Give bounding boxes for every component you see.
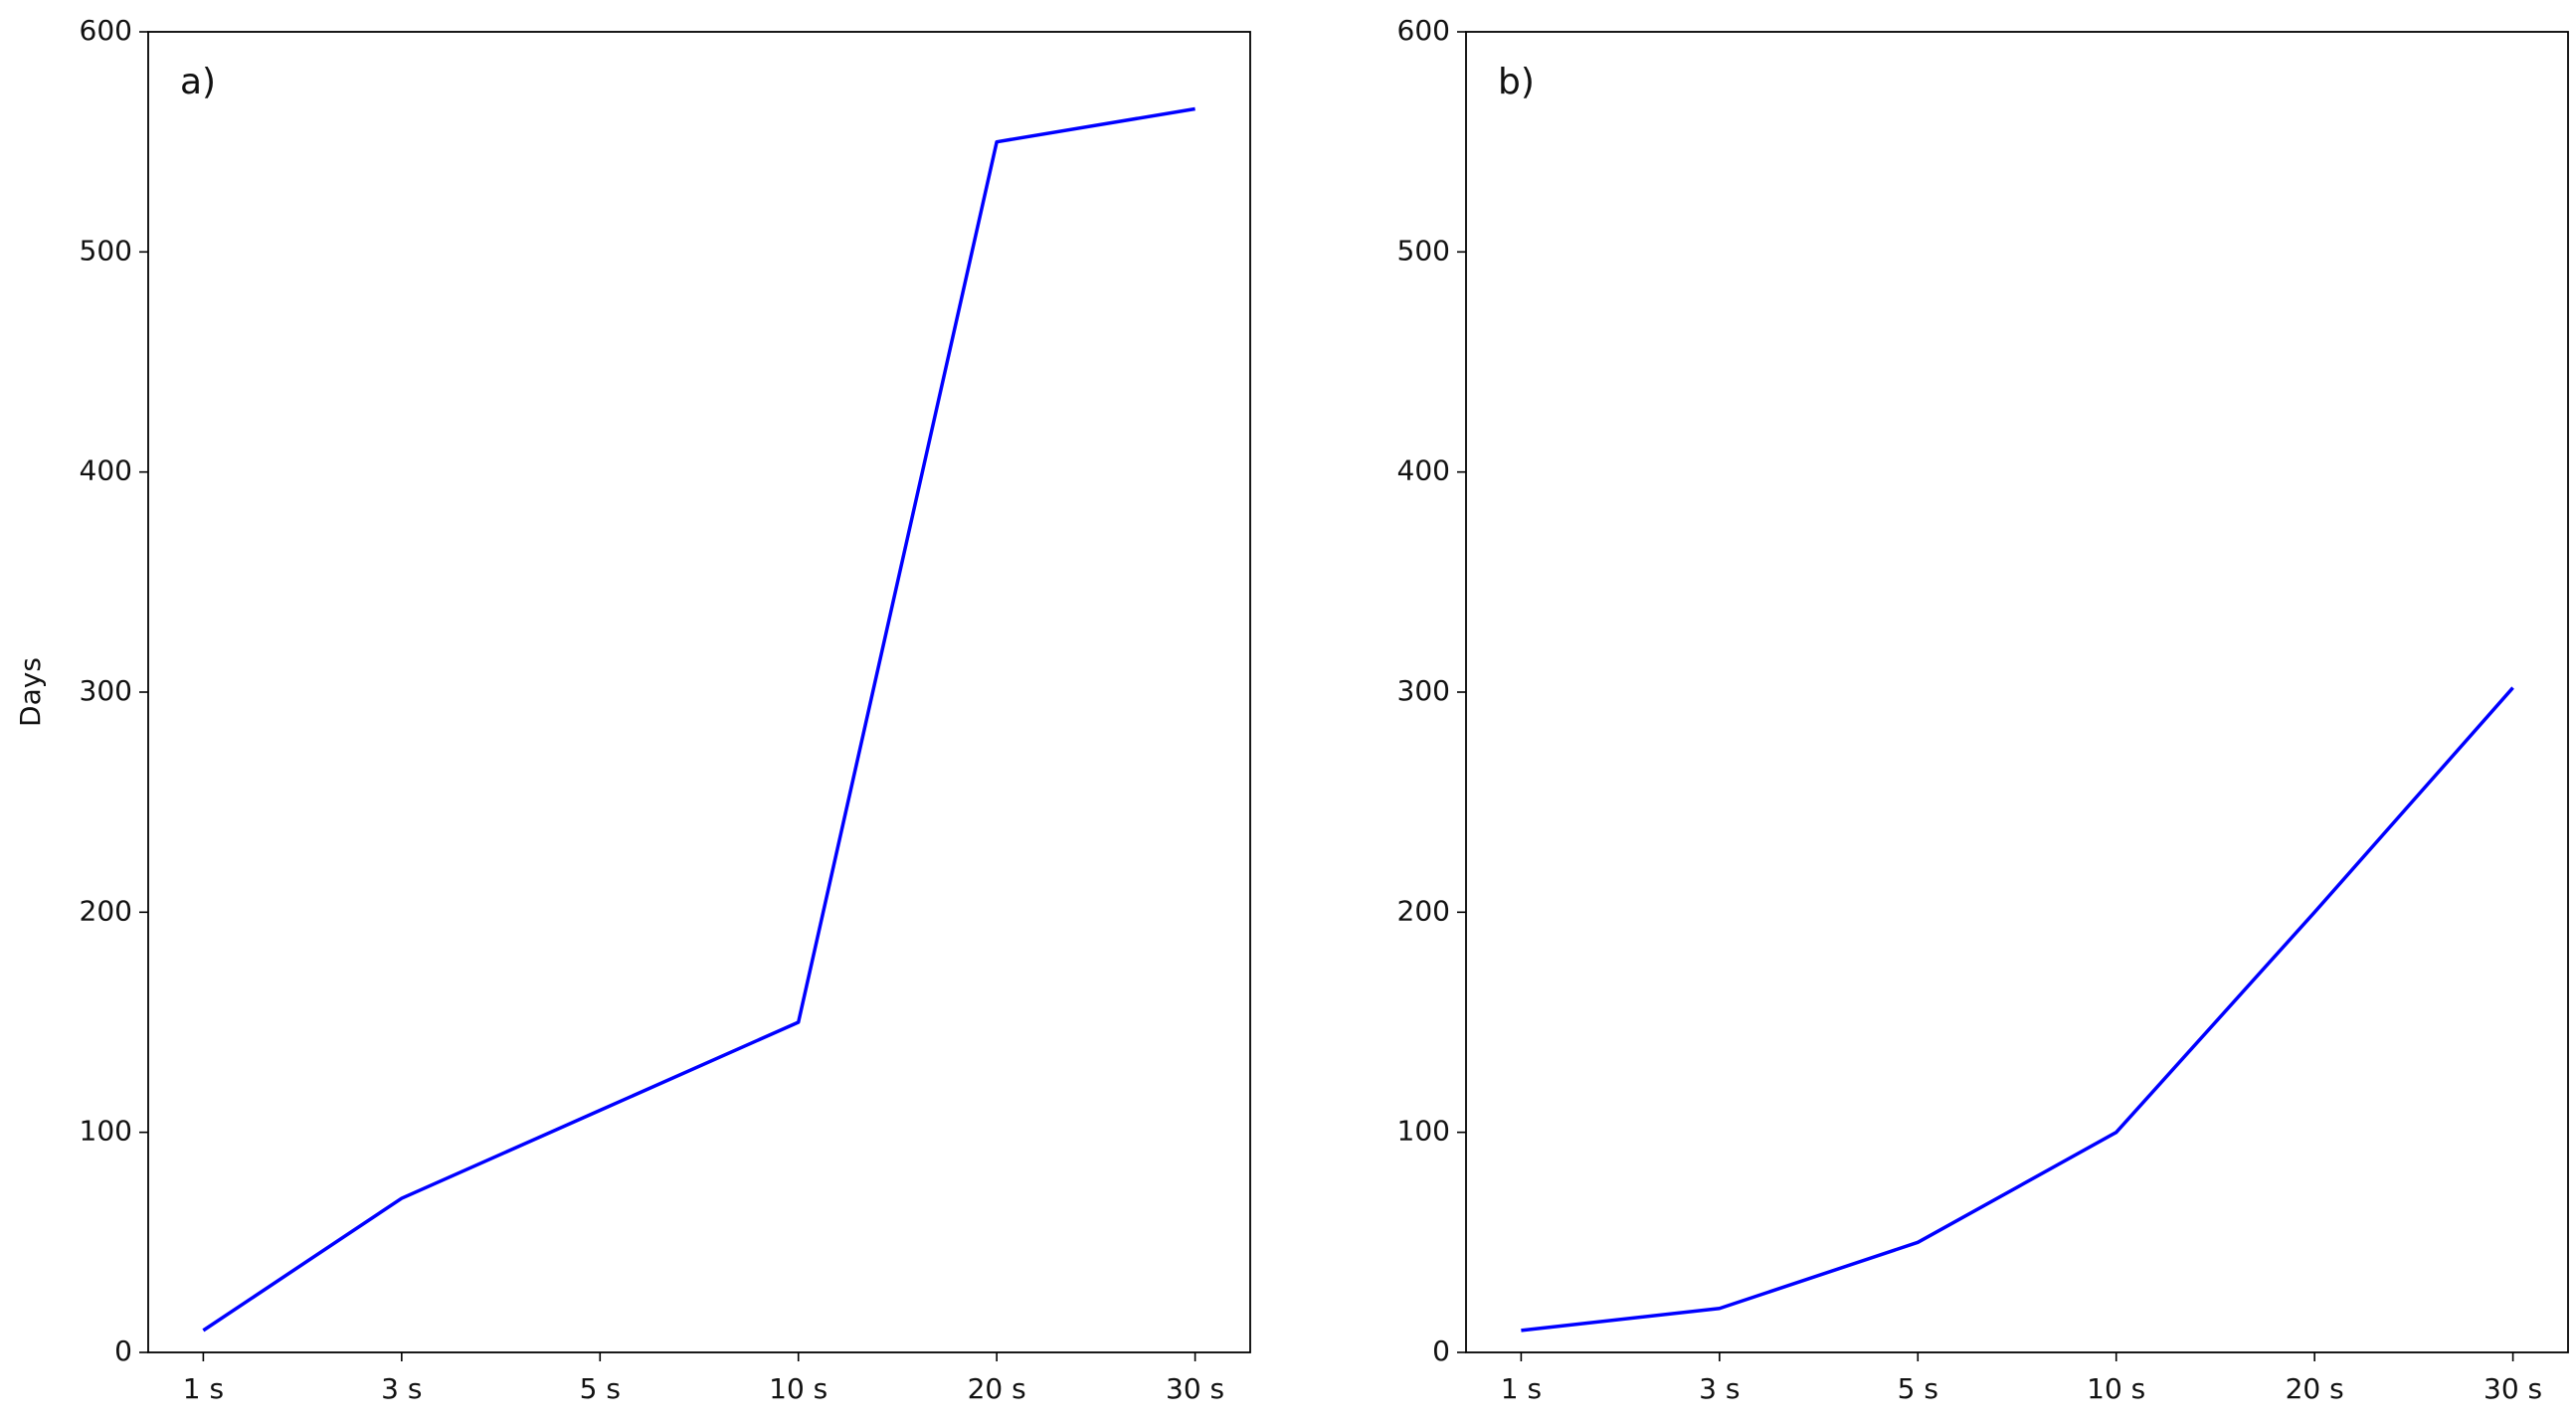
x-tick-label: 5 s [1898, 1372, 1938, 1405]
y-tick-label: 600 [80, 14, 132, 47]
y-tick-label: 400 [1397, 454, 1450, 487]
line-series [1521, 686, 2514, 1333]
y-tick-label: 200 [80, 894, 132, 927]
y-tick-label: 300 [80, 674, 132, 707]
axes-frame [1465, 31, 2569, 1353]
x-tick-label: 10 s [2087, 1372, 2145, 1405]
y-tick-label: 300 [1397, 674, 1450, 707]
axes-frame [147, 31, 1251, 1353]
x-tick-label: 20 s [2286, 1372, 2344, 1405]
x-tick-label: 3 s [381, 1372, 422, 1405]
line-series [202, 106, 1196, 1333]
panel-label: b) [1498, 62, 1535, 102]
y-tick-label: 100 [1397, 1115, 1450, 1148]
x-tick-label: 3 s [1699, 1372, 1740, 1405]
y-tick-label: 500 [1397, 234, 1450, 267]
y-axis-label: Days [14, 657, 47, 727]
x-tick-label: 10 s [769, 1372, 828, 1405]
x-tick-label: 30 s [1166, 1372, 1224, 1405]
y-tick-label: 400 [80, 454, 132, 487]
y-tick-label: 100 [80, 1115, 132, 1148]
y-tick-label: 200 [1397, 894, 1450, 927]
y-tick-label: 0 [1432, 1335, 1450, 1367]
y-tick-label: 0 [114, 1335, 132, 1367]
x-tick-label: 30 s [2484, 1372, 2542, 1405]
x-tick-label: 1 s [183, 1372, 224, 1405]
x-tick-label: 20 s [968, 1372, 1026, 1405]
x-tick-label: 1 s [1501, 1372, 1542, 1405]
y-tick-label: 600 [1397, 14, 1450, 47]
panel-label: a) [180, 62, 216, 102]
y-tick-label: 500 [80, 234, 132, 267]
x-tick-label: 5 s [580, 1372, 621, 1405]
